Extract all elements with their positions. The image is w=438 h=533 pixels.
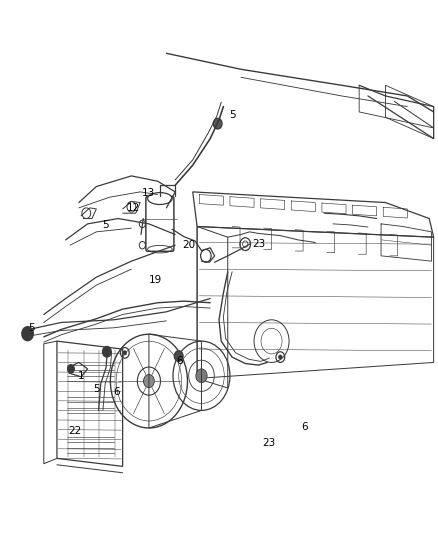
Text: 5: 5 [28, 323, 35, 333]
Circle shape [102, 346, 111, 357]
Text: 6: 6 [113, 387, 120, 397]
FancyBboxPatch shape [146, 197, 174, 252]
Text: 19: 19 [149, 275, 162, 285]
Circle shape [213, 118, 222, 129]
Text: 6: 6 [176, 357, 183, 366]
Text: 1: 1 [78, 371, 85, 381]
Text: 6: 6 [301, 423, 308, 432]
Circle shape [174, 351, 183, 361]
Circle shape [279, 355, 282, 359]
Text: 13: 13 [142, 188, 155, 198]
Ellipse shape [148, 192, 172, 205]
Text: 5: 5 [93, 384, 100, 394]
Text: 5: 5 [229, 110, 236, 119]
Text: 20: 20 [182, 240, 195, 250]
Circle shape [123, 351, 127, 355]
Circle shape [144, 375, 154, 387]
Text: 23: 23 [252, 239, 265, 249]
Text: 22: 22 [68, 426, 81, 435]
Circle shape [67, 365, 74, 373]
Text: 12: 12 [127, 203, 140, 213]
Circle shape [22, 327, 33, 341]
Circle shape [196, 369, 207, 383]
Text: 23: 23 [263, 439, 276, 448]
Text: 5: 5 [102, 220, 109, 230]
